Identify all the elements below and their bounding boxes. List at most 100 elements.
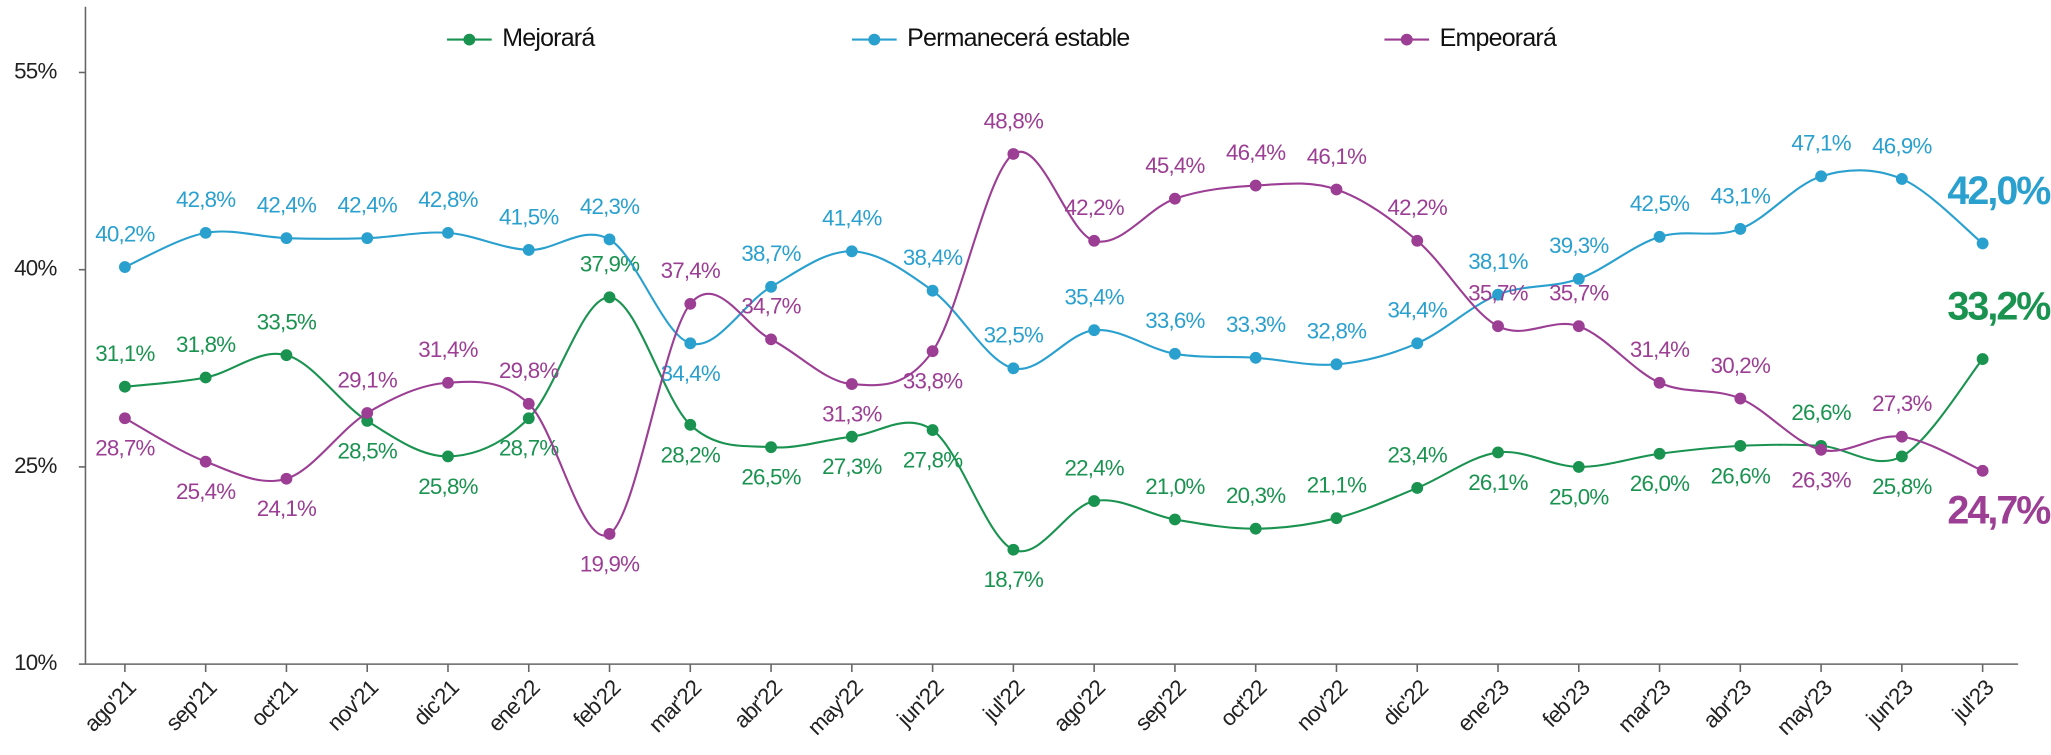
data-point (926, 284, 939, 297)
data-point (845, 430, 858, 443)
data-point (199, 226, 212, 239)
x-tick-label: may'22 (803, 675, 868, 740)
data-label: 35,7% (1468, 281, 1528, 306)
data-point (522, 244, 535, 256)
series-line (124, 169, 1984, 370)
legend-marker (868, 33, 881, 46)
data-label: 42,2% (1388, 195, 1448, 220)
data-point (1169, 192, 1181, 205)
data-point (1088, 234, 1101, 247)
data-label: 42,4% (338, 192, 398, 217)
data-point (442, 450, 454, 463)
y-tick-label: 25% (14, 453, 57, 478)
data-point (280, 349, 293, 362)
data-point (361, 407, 374, 419)
x-tick-label: mar'23 (1613, 675, 1675, 737)
data-label: 25,0% (1549, 484, 1609, 509)
data-point (845, 378, 858, 390)
series-line (124, 296, 1984, 553)
x-tick-label: ago'22 (1048, 675, 1110, 737)
data-point (1492, 288, 1504, 301)
data-label: 26,0% (1630, 471, 1690, 496)
data-label: 18,7% (984, 567, 1044, 592)
x-tick-label: feb'23 (1537, 675, 1594, 732)
data-label: 42,3% (580, 194, 640, 219)
data-label: 35,7% (1549, 281, 1609, 306)
data-label: 38,4% (903, 245, 963, 270)
data-label: 42,8% (176, 187, 236, 212)
data-label: 21,0% (1145, 474, 1205, 499)
data-point (684, 418, 697, 431)
data-point (1330, 358, 1343, 371)
legend-marker (1400, 33, 1413, 46)
data-point (1572, 460, 1585, 473)
data-point (1007, 148, 1020, 160)
data-point (522, 412, 535, 425)
data-point (522, 397, 535, 410)
data-label: 29,8% (499, 358, 559, 383)
data-label: 21,1% (1307, 473, 1367, 498)
data-point (118, 412, 131, 425)
data-label: 42,2% (1064, 195, 1124, 220)
data-label: 25,4% (176, 479, 236, 504)
data-label: 38,7% (741, 241, 801, 266)
data-label: 33,6% (1145, 308, 1205, 333)
data-point (1169, 347, 1181, 360)
data-point (603, 291, 616, 304)
data-point (118, 380, 131, 393)
data-label: 34,4% (661, 361, 721, 386)
data-point (1088, 495, 1101, 508)
data-point (1572, 320, 1585, 333)
data-point (1330, 512, 1343, 525)
data-label: 32,8% (1307, 319, 1367, 344)
data-point (926, 345, 939, 358)
x-tick-label: jul'22 (978, 675, 1030, 727)
x-tick-label: abr'23 (1698, 675, 1756, 733)
data-label: 26,5% (741, 465, 801, 490)
data-label: 19,9% (580, 551, 640, 576)
y-tick-label: 40% (14, 256, 57, 281)
data-point (1653, 447, 1666, 460)
data-point (684, 297, 697, 310)
data-label: 38,1% (1468, 249, 1528, 274)
data-label: 48,8% (984, 108, 1044, 133)
data-label: 27,8% (903, 448, 963, 473)
data-label: 45,4% (1145, 153, 1205, 178)
data-point (1411, 337, 1424, 350)
data-point (1249, 522, 1262, 535)
data-label: 47,1% (1791, 131, 1851, 156)
data-label: 26,6% (1711, 463, 1771, 488)
data-label: 26,6% (1791, 400, 1851, 425)
x-tick-label: ago'21 (79, 675, 141, 737)
data-point (765, 333, 777, 346)
data-label: 29,1% (338, 367, 398, 392)
data-label: 42,0% (1947, 169, 2051, 213)
data-point (1411, 234, 1424, 247)
x-tick-label: abr'22 (729, 675, 787, 733)
x-tick-label: mar'22 (644, 675, 706, 737)
x-tick-label: feb'22 (568, 675, 625, 732)
data-point (199, 371, 212, 384)
x-tick-label: oct'22 (1215, 675, 1271, 731)
data-label: 24,7% (1947, 488, 2051, 532)
data-point (1815, 170, 1828, 183)
data-label: 41,4% (822, 206, 882, 231)
x-tick-label: sep'22 (1130, 675, 1191, 736)
data-label: 25,8% (1872, 474, 1932, 499)
data-label: 31,8% (176, 332, 236, 357)
data-label: 28,2% (661, 442, 721, 467)
data-label: 31,3% (822, 402, 882, 427)
data-label: 28,7% (95, 436, 155, 461)
data-label: 26,3% (1791, 467, 1851, 492)
data-point (1007, 362, 1020, 375)
data-label: 33,2% (1947, 285, 2051, 329)
data-point (1976, 353, 1989, 366)
data-label: 46,1% (1307, 144, 1367, 169)
data-point (1895, 450, 1908, 463)
data-label: 33,5% (257, 310, 317, 335)
data-label: 31,1% (95, 341, 155, 366)
data-point (1411, 482, 1424, 494)
data-point (603, 233, 616, 246)
legend-label: Mejorará (502, 24, 595, 52)
